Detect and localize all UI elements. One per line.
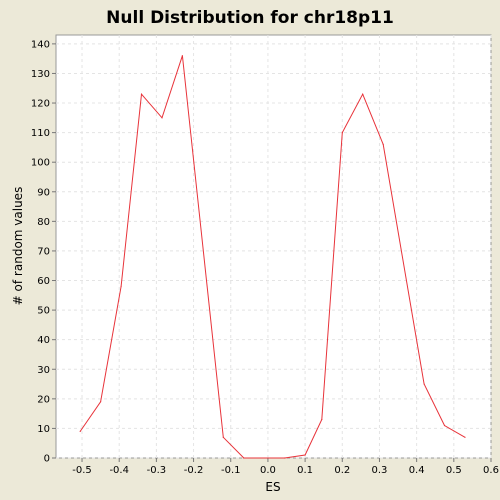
y-tick-label: 90 xyxy=(37,187,50,198)
y-axis: 0 10 20 30 40 50 60 70 80 90 100 110 120 130 140 xyxy=(31,39,56,465)
x-tick-label: 0.4 xyxy=(409,465,425,476)
series-group xyxy=(79,55,466,459)
y-tick-label: 40 xyxy=(37,335,50,346)
y-axis-label: # of random values xyxy=(11,187,25,306)
x-axis: -0.5 -0.4 -0.3 -0.2 -0.1 0.0 0.1 0.2 0.3 0.4 0.5 0.… xyxy=(72,458,499,476)
y-tick-label: 80 xyxy=(37,217,50,228)
data-point xyxy=(222,436,224,438)
data-point xyxy=(161,117,163,119)
y-tick-label: 60 xyxy=(37,276,50,287)
data-point xyxy=(120,285,122,287)
data-point xyxy=(341,132,343,134)
data-point xyxy=(100,401,102,403)
x-tick-label: -0.2 xyxy=(184,465,204,476)
y-tick-label: 110 xyxy=(31,128,50,139)
x-axis-label: ES xyxy=(265,480,280,494)
y-tick-label: 30 xyxy=(37,365,50,376)
y-tick-label: 20 xyxy=(37,394,50,405)
data-point xyxy=(79,430,81,432)
y-tick-label: 100 xyxy=(31,158,50,169)
y-tick-label: 50 xyxy=(37,306,50,317)
data-point xyxy=(284,457,286,459)
data-point xyxy=(423,383,425,385)
x-tick-label: 0.5 xyxy=(446,465,462,476)
data-point xyxy=(140,93,143,95)
y-tick-label: 140 xyxy=(31,39,50,50)
x-tick-label: 0.0 xyxy=(260,465,276,476)
x-tick-label: 0.3 xyxy=(372,465,388,476)
x-tick-label: -0.4 xyxy=(109,465,129,476)
y-tick-label: 10 xyxy=(37,424,50,435)
data-point xyxy=(321,418,323,421)
data-point xyxy=(464,436,466,438)
x-tick-label: -0.1 xyxy=(221,465,241,476)
grid-lines xyxy=(56,35,492,459)
data-point xyxy=(362,93,364,95)
data-point xyxy=(181,55,183,57)
data-point xyxy=(304,454,306,456)
x-tick-label: -0.5 xyxy=(72,465,92,476)
data-point xyxy=(382,143,384,145)
chart-title: Null Distribution for chr18p11 xyxy=(106,8,394,28)
x-tick-label: 0.2 xyxy=(334,465,350,476)
x-tick-label: 0.6 xyxy=(483,465,499,476)
y-tick-label: 120 xyxy=(31,99,50,110)
y-tick-label: 0 xyxy=(44,454,50,465)
data-point xyxy=(243,457,245,459)
y-tick-label: 70 xyxy=(37,246,50,257)
plot-area xyxy=(55,34,492,459)
x-tick-label: -0.3 xyxy=(147,465,167,476)
y-tick-label: 130 xyxy=(31,69,50,80)
x-tick-label: 0.1 xyxy=(297,465,313,476)
data-point xyxy=(443,424,446,427)
